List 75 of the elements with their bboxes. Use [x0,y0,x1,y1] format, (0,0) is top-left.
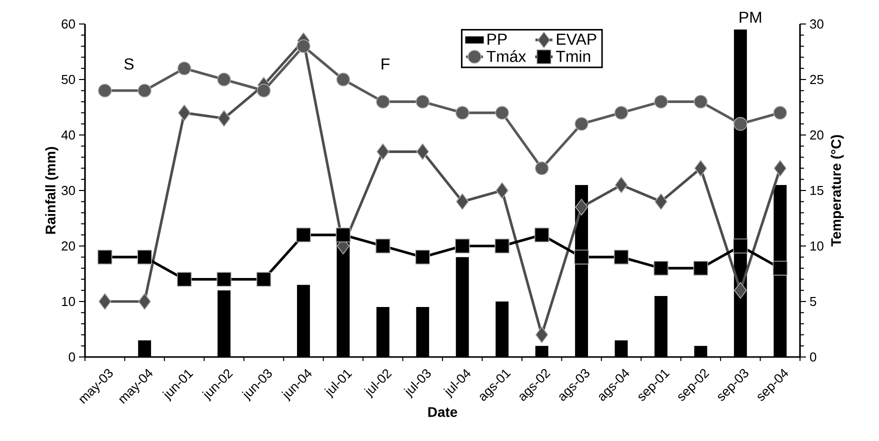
point [98,293,112,310]
point [614,176,628,194]
y-tick-label: 50 [62,74,75,84]
point [256,84,271,98]
point [415,250,430,264]
y2-tick-label: 15 [810,186,824,196]
x-axis-title: Date [428,407,458,417]
point [416,143,430,160]
point [575,198,588,216]
point [574,117,588,131]
point [574,250,589,264]
point [654,260,668,276]
point [137,250,152,264]
point [496,182,508,199]
y-tick-label: 20 [62,241,75,251]
point [176,272,192,287]
point [296,228,311,242]
point [733,238,748,254]
point [216,272,232,287]
point [336,72,350,86]
y2-tick-label: 20 [810,130,824,140]
point [456,193,469,210]
legend-label: EVAP [557,34,596,45]
point [772,260,788,276]
point [178,104,191,122]
point [654,193,668,210]
point [534,161,549,176]
point [138,293,151,310]
point [454,238,470,254]
point [177,62,192,76]
legend-label: Tmin [556,50,590,62]
y2-tick-label: 30 [810,19,824,29]
y-axis-title: Rainfall (mm) [45,147,58,234]
point [734,117,748,131]
point [693,260,708,276]
y-tick-label: 40 [61,130,75,140]
y2-tick-label: 25 [810,74,824,84]
y2-tick-label: 5 [810,296,816,306]
point [376,238,390,254]
point [773,106,788,120]
y-tick-label: 60 [62,19,75,29]
y-tick-label: 0 [68,352,75,362]
point [296,39,310,54]
point [774,160,787,177]
y-tick-label: 10 [62,296,75,306]
point [416,94,430,109]
point [614,250,629,264]
point [654,94,668,109]
point [534,228,550,242]
point [217,72,231,86]
y-tick-label: 30 [62,186,75,196]
legend-label: PP [488,34,507,45]
y2-tick-label: 0 [810,352,816,362]
y2-axis-title: Temperature (°C) [830,135,844,246]
y2-tick-label: 10 [810,241,824,251]
point [694,94,708,109]
point [138,84,152,98]
legend-label: Tmáx [486,50,526,62]
point [376,94,390,109]
point [535,326,548,344]
point [455,106,470,120]
point [495,106,509,120]
point [694,160,708,177]
point [376,143,390,160]
point [734,282,747,299]
point [494,238,510,254]
point [98,84,112,98]
point [614,106,628,120]
point [218,110,230,127]
point [97,250,112,264]
annotation: S [124,58,134,70]
annotation: F [382,58,390,70]
text: PM [740,12,762,23]
point [256,272,272,287]
point [336,228,351,242]
